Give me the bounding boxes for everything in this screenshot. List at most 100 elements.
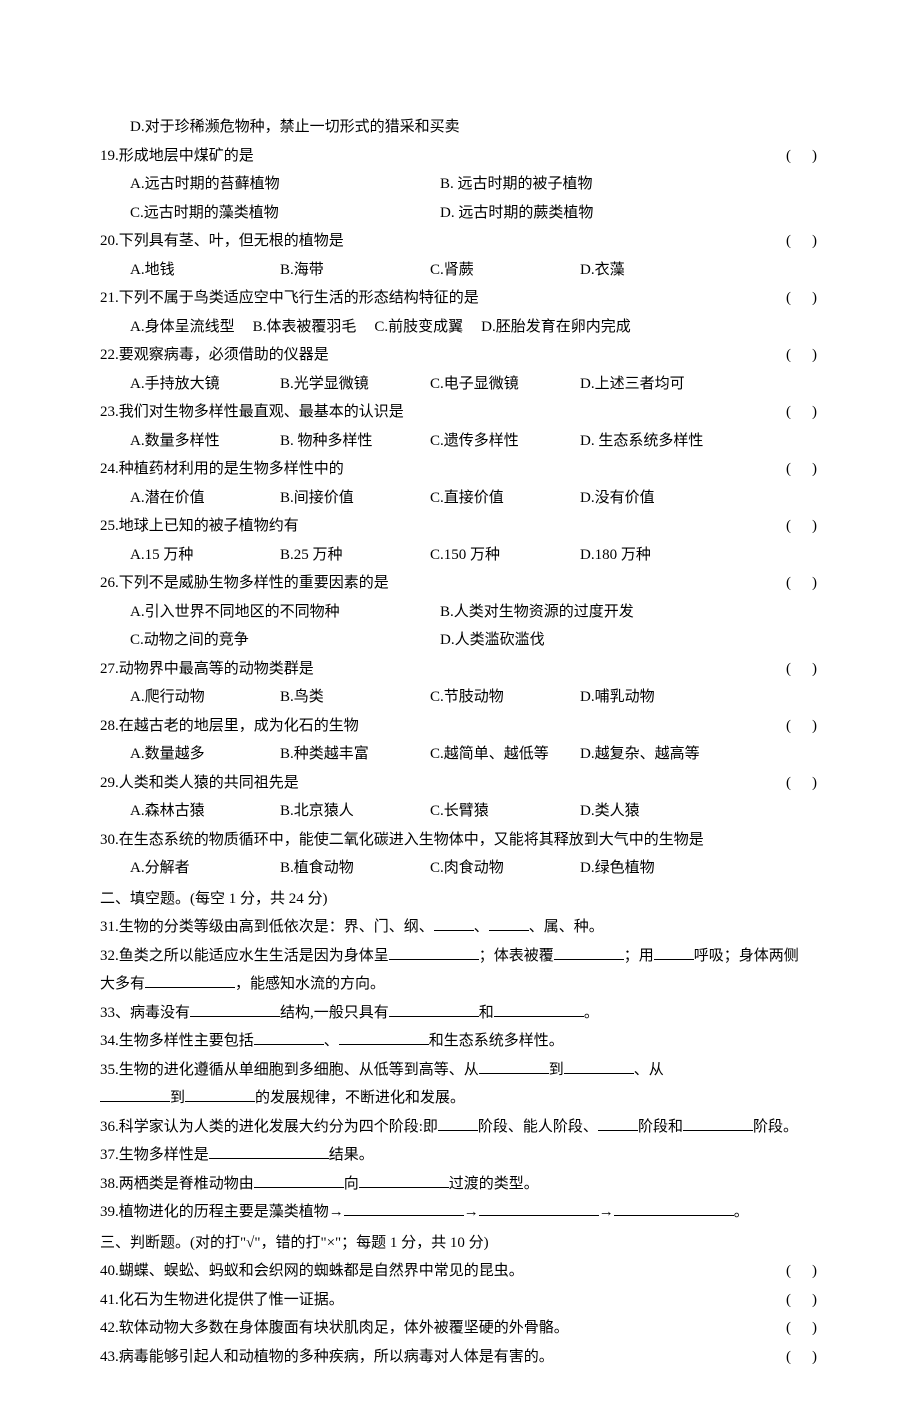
option: C.节肢动物 <box>430 683 580 712</box>
fill-text: 到 <box>549 1062 564 1078</box>
fill-blank <box>190 1002 280 1017</box>
option: C.肾蕨 <box>430 256 580 285</box>
option: B.人类对生物资源的过度开发 <box>440 598 750 627</box>
question-number: 31. <box>100 919 119 935</box>
fill-text: 结果。 <box>329 1147 374 1163</box>
option: B. 远古时期的被子植物 <box>440 170 750 199</box>
option: A.地钱 <box>130 256 280 285</box>
fill-blank <box>209 1144 329 1159</box>
fill-blank <box>598 1116 638 1131</box>
option: C.前肢变成翼 <box>374 313 481 342</box>
options-row: A.森林古猿B.北京猿人C.长臂猿D.类人猿 <box>100 797 820 826</box>
answer-paren: ( ) <box>786 341 820 370</box>
option: B.海带 <box>280 256 430 285</box>
option: B.植食动物 <box>280 854 430 883</box>
option: C.肉食动物 <box>430 854 580 883</box>
fill-text: → <box>464 1204 479 1220</box>
question-text: 21.下列不属于鸟类适应空中飞行生活的形态结构特征的是 <box>100 284 786 313</box>
option: C.150 万种 <box>430 541 580 570</box>
options-row: A.15 万种B.25 万种C.150 万种D.180 万种 <box>100 541 820 570</box>
question-number: 32. <box>100 948 119 964</box>
option: D.上述三者均可 <box>580 370 730 399</box>
option: A.森林古猿 <box>130 797 280 826</box>
question-number: 38. <box>100 1176 119 1192</box>
question-text: 27.动物界中最高等的动物类群是 <box>100 655 786 684</box>
option: A.15 万种 <box>130 541 280 570</box>
fill-blank <box>494 1002 584 1017</box>
fill-blank <box>254 1173 344 1188</box>
fill-blank <box>438 1116 478 1131</box>
fill-text: 生物的进化遵循从单细胞到多细胞、从低等到高等、从 <box>119 1062 479 1078</box>
option: B.种类越丰富 <box>280 740 430 769</box>
fill-blank <box>434 916 474 931</box>
fill-text: 鱼类之所以能适应水生生活是因为身体呈 <box>119 948 389 964</box>
question-line: 25.地球上已知的被子植物约有( ) <box>100 512 820 541</box>
question-number: 36. <box>100 1119 119 1135</box>
fill-blank <box>254 1030 324 1045</box>
answer-paren: ( ) <box>786 1314 820 1343</box>
fill-blank <box>145 973 235 988</box>
option: B.鸟类 <box>280 683 430 712</box>
question-number: 39. <box>100 1204 119 1220</box>
fill-blank <box>389 945 479 960</box>
fill-text: 到 <box>170 1090 185 1106</box>
option: C.遗传多样性 <box>430 427 580 456</box>
fill-blank <box>489 916 529 931</box>
question-line: 22.要观察病毒，必须借助的仪器是( ) <box>100 341 820 370</box>
fill-text: → <box>599 1204 614 1220</box>
option: D. 远古时期的蕨类植物 <box>440 199 750 228</box>
fill-text: 、从 <box>634 1062 664 1078</box>
option: A.身体呈流线型 <box>130 313 253 342</box>
fill-text: 。 <box>584 1005 599 1021</box>
fill-text: 、 <box>324 1033 339 1049</box>
fill-blank <box>359 1173 449 1188</box>
answer-paren: ( ) <box>786 712 820 741</box>
section-header: 二、填空题。(每空 1 分，共 24 分) <box>100 885 820 914</box>
fill-text: 、属、种。 <box>529 919 604 935</box>
judgment-line: 43.病毒能够引起人和动植物的多种疾病，所以病毒对人体是有害的。( ) <box>100 1343 820 1372</box>
fill-text: 生物多样性主要包括 <box>119 1033 254 1049</box>
question-number: 34. <box>100 1033 119 1049</box>
option: B.体表被覆羽毛 <box>253 313 375 342</box>
options-row: A.身体呈流线型B.体表被覆羽毛C.前肢变成翼D.胚胎发育在卵内完成 <box>100 313 820 342</box>
question-line: 27.动物界中最高等的动物类群是( ) <box>100 655 820 684</box>
option: D.人类滥砍滥伐 <box>440 626 750 655</box>
fill-text: ；体表被覆 <box>479 948 554 964</box>
question-number: 33、 <box>100 1005 130 1021</box>
judgment-text: 42.软体动物大多数在身体腹面有块状肌肉足，体外被覆坚硬的外骨骼。 <box>100 1314 786 1343</box>
fill-question: 32.鱼类之所以能适应水生生活是因为身体呈；体表被覆；用呼吸；身体两侧 <box>100 942 820 971</box>
section-header: 三、判断题。(对的打"√"，错的打"×"；每题 1 分，共 10 分) <box>100 1229 820 1258</box>
answer-paren: ( ) <box>786 284 820 313</box>
option: A.引入世界不同地区的不同物种 <box>130 598 440 627</box>
option: D.衣藻 <box>580 256 730 285</box>
option: D.绿色植物 <box>580 854 730 883</box>
fill-text: 和生态系统多样性。 <box>429 1033 564 1049</box>
question-line: 24.种植药材利用的是生物多样性中的( ) <box>100 455 820 484</box>
option: D.没有价值 <box>580 484 730 513</box>
fill-blank <box>654 945 694 960</box>
option: D.越复杂、越高等 <box>580 740 730 769</box>
option: C.动物之间的竞争 <box>130 626 440 655</box>
question-text: 23.我们对生物多样性最直观、最基本的认识是 <box>100 398 786 427</box>
fill-question: 36.科学家认为人类的进化发展大约分为四个阶段:即阶段、能人阶段、阶段和阶段。 <box>100 1113 820 1142</box>
judgment-text: 41.化石为生物进化提供了惟一证据。 <box>100 1286 786 1315</box>
options-row: C.动物之间的竞争D.人类滥砍滥伐 <box>100 626 820 655</box>
fill-blank <box>564 1059 634 1074</box>
answer-paren: ( ) <box>786 455 820 484</box>
options-row: C.远古时期的藻类植物D. 远古时期的蕨类植物 <box>100 199 820 228</box>
fill-blank <box>683 1116 753 1131</box>
question-line: 28.在越古老的地层里，成为化石的生物( ) <box>100 712 820 741</box>
option: D.180 万种 <box>580 541 730 570</box>
answer-paren: ( ) <box>786 227 820 256</box>
option: B. 物种多样性 <box>280 427 430 456</box>
fill-blank <box>554 945 624 960</box>
question-text: 30.在生态系统的物质循环中，能使二氧化碳进入生物体中，又能将其释放到大气中的生… <box>100 826 820 855</box>
question-line: 23.我们对生物多样性最直观、最基本的认识是( ) <box>100 398 820 427</box>
question-text: 22.要观察病毒，必须借助的仪器是 <box>100 341 786 370</box>
fill-text: 科学家认为人类的进化发展大约分为四个阶段:即 <box>119 1119 438 1135</box>
question-text: 29.人类和类人猿的共同祖先是 <box>100 769 786 798</box>
fill-text: 大多有 <box>100 976 145 992</box>
judgment-text: 40.蝴蝶、蜈蚣、蚂蚁和会织网的蜘蛛都是自然界中常见的昆虫。 <box>100 1257 786 1286</box>
question-text: 28.在越古老的地层里，成为化石的生物 <box>100 712 786 741</box>
question-line: 19.形成地层中煤矿的是( ) <box>100 142 820 171</box>
